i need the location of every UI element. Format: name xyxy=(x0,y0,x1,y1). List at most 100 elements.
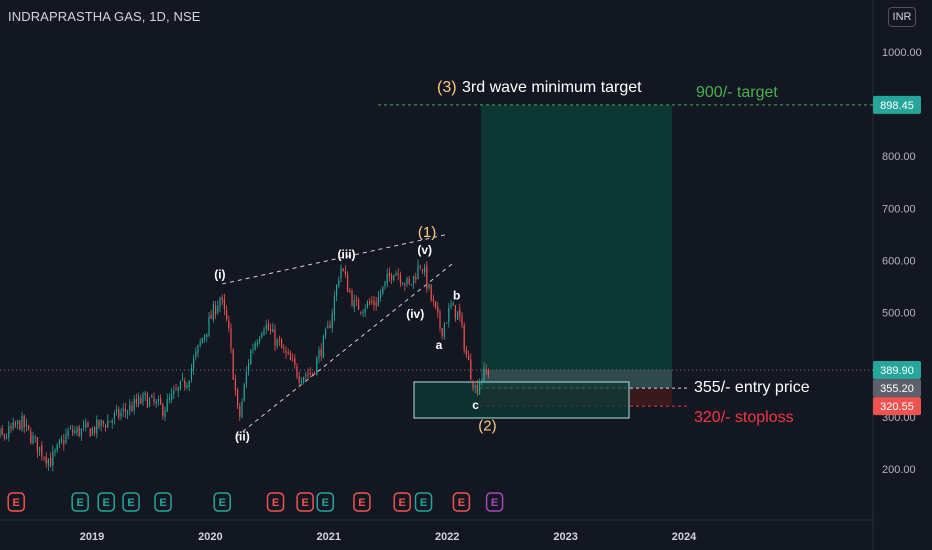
candle-body xyxy=(23,415,25,428)
candle-body xyxy=(307,374,309,376)
candle-body xyxy=(428,284,430,288)
channel-upper-line xyxy=(222,233,448,285)
candle-body xyxy=(336,285,338,296)
candle-body xyxy=(76,427,78,433)
candle-body xyxy=(437,306,439,313)
candle-body xyxy=(111,420,113,424)
candle-body xyxy=(333,296,335,316)
candle-body xyxy=(63,440,65,445)
candle-body xyxy=(265,325,267,330)
y-tick-label: 600.00 xyxy=(882,255,916,267)
x-tick-label: 2020 xyxy=(198,531,222,543)
candle-body xyxy=(402,284,404,286)
candle-body xyxy=(144,392,146,396)
candle-body xyxy=(474,386,476,388)
candle-body xyxy=(287,352,289,354)
candle-body xyxy=(430,284,432,300)
candle-body xyxy=(206,333,208,337)
candle-body xyxy=(300,381,302,384)
candle-body xyxy=(30,431,32,444)
wave-label: (iii) xyxy=(338,247,356,261)
earnings-marker-letter: E xyxy=(491,497,498,509)
wave-label: (ii) xyxy=(235,429,250,443)
candle-body xyxy=(175,389,177,391)
candle-body xyxy=(285,350,287,353)
candle-body xyxy=(94,427,96,434)
earnings-marker xyxy=(7,492,25,512)
candle-body xyxy=(289,353,291,361)
candle-body xyxy=(83,425,85,427)
candle-body xyxy=(303,377,305,383)
candle-body xyxy=(138,396,140,405)
candle-body xyxy=(113,413,115,420)
earnings-marker-letter: E xyxy=(127,497,134,509)
candle-body xyxy=(342,268,344,271)
price-badge xyxy=(873,95,921,114)
earnings-marker xyxy=(71,492,89,512)
candle-body xyxy=(195,351,197,357)
candle-body xyxy=(377,296,379,306)
candle-body xyxy=(267,323,269,331)
candle-body xyxy=(186,385,188,389)
target-zone xyxy=(481,104,672,389)
candle-body xyxy=(272,329,274,333)
price-badge xyxy=(873,397,921,416)
candle-body xyxy=(129,404,131,411)
candle-body xyxy=(25,424,27,426)
candle-body xyxy=(65,434,67,443)
currency-button[interactable]: INR xyxy=(888,7,916,27)
price-badge-label: 389.90 xyxy=(880,365,914,377)
candle-body xyxy=(424,267,426,273)
candle-body xyxy=(325,329,327,336)
earnings-marker xyxy=(213,492,231,512)
candle-body xyxy=(124,408,126,412)
earnings-marker xyxy=(97,492,115,512)
candle-body xyxy=(21,415,23,431)
candle-body xyxy=(283,347,285,349)
price-badge-label: 320.55 xyxy=(880,401,914,413)
candle-body xyxy=(274,329,276,346)
earnings-marker-letter: E xyxy=(13,497,20,509)
candle-body xyxy=(448,307,450,323)
candle-body xyxy=(355,299,357,301)
candle-body xyxy=(375,302,377,307)
candle-body xyxy=(457,311,459,320)
candle-body xyxy=(96,419,98,434)
candle-body xyxy=(45,456,47,464)
candle-body xyxy=(351,291,353,306)
candle-body xyxy=(228,320,230,329)
candle-body xyxy=(384,281,386,287)
candle-body xyxy=(87,421,89,427)
third-wave-number: (3) xyxy=(437,79,457,96)
candle-body xyxy=(358,300,360,310)
candle-body xyxy=(107,420,109,428)
candle-body xyxy=(151,395,153,398)
x-tick-label: 2021 xyxy=(317,531,341,543)
candle-body xyxy=(481,379,483,382)
candle-body xyxy=(388,272,390,277)
candle-body xyxy=(479,382,481,395)
symbol-title: INDRAPRASTHA GAS, 1D, NSE xyxy=(8,9,201,24)
stop-annotation: 320/- stoploss xyxy=(694,409,794,426)
candle-body xyxy=(465,349,467,356)
price-badge-label: 355.20 xyxy=(880,383,914,395)
candle-body xyxy=(406,277,408,285)
candle-body xyxy=(476,385,478,394)
x-tick-label: 2022 xyxy=(435,531,459,543)
candle-body xyxy=(217,305,219,313)
candle-body xyxy=(80,428,82,437)
candle-body xyxy=(184,380,186,388)
earnings-marker-letter: E xyxy=(301,497,308,509)
candle-body xyxy=(410,283,412,285)
candle-body xyxy=(0,429,1,437)
candle-body xyxy=(28,424,30,430)
candle-body xyxy=(120,412,122,417)
x-tick-label: 2024 xyxy=(672,531,697,543)
candle-body xyxy=(219,298,221,307)
candle-body xyxy=(157,399,159,401)
earnings-marker xyxy=(485,492,504,512)
x-tick-label: 2019 xyxy=(80,531,104,543)
candle-body xyxy=(6,437,8,439)
candle-body xyxy=(393,274,395,281)
